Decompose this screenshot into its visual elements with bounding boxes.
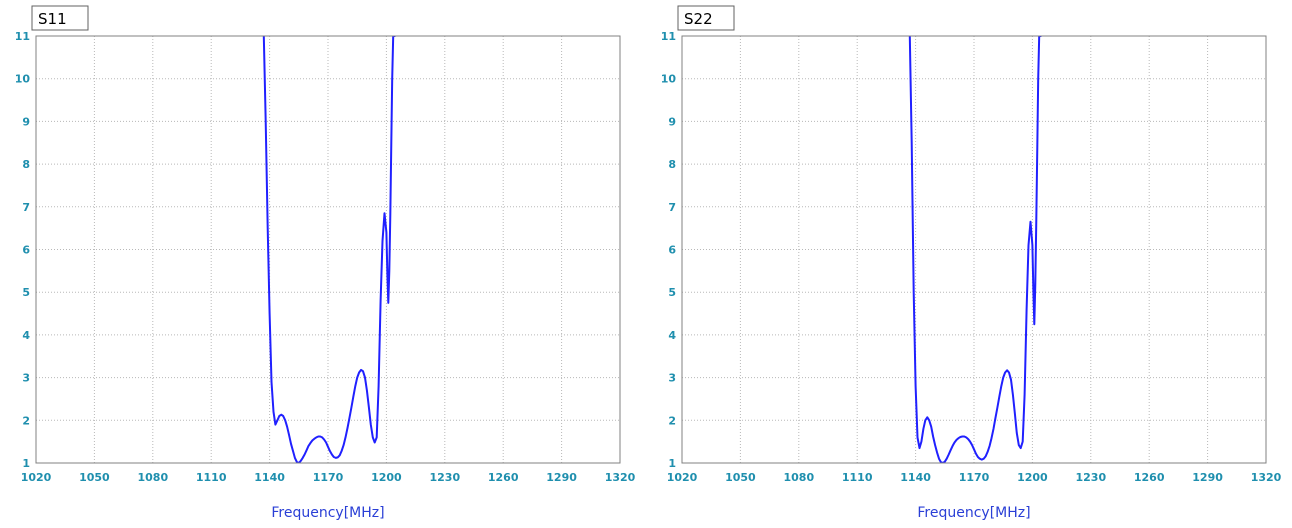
y-tick-label: 3: [668, 372, 676, 385]
y-tick-label: 10: [661, 73, 677, 86]
x-tick-label: 1260: [1134, 471, 1165, 484]
x-tick-label: 1230: [1075, 471, 1106, 484]
y-tick-label: 11: [661, 30, 676, 43]
y-tick-label: 5: [22, 286, 30, 299]
y-tick-label: 4: [668, 329, 676, 342]
chart-panel-s22: 1 2 3 4 5 6 7 8 9 10 11 1020 1050 1080 1110 1140 1170 120…: [646, 0, 1292, 528]
chart-title-box: S22: [677, 5, 735, 31]
y-tick-label: 7: [668, 201, 676, 214]
x-tick-label: 1080: [783, 471, 814, 484]
y-tick-label: 11: [15, 30, 30, 43]
chart-s11: 1 2 3 4 5 6 7 8 9 10 11 1020 1050 1080 1110 1140 1170 120…: [15, 5, 636, 521]
x-tick-label: 1080: [137, 471, 168, 484]
x-tick-label: 1110: [196, 471, 227, 484]
x-tick-label: 1050: [725, 471, 756, 484]
y-tick-label: 1: [668, 457, 676, 470]
y-tick-label: 8: [668, 158, 676, 171]
y-tick-label: 8: [22, 158, 30, 171]
x-tick-label: 1200: [1017, 471, 1048, 484]
plot-border: [35, 35, 621, 464]
x-tick-label: 1230: [429, 471, 460, 484]
chart-s22: 1 2 3 4 5 6 7 8 9 10 11 1020 1050 1080 1110 1140 1170 120…: [661, 5, 1282, 521]
x-tick-label: 1200: [371, 471, 402, 484]
y-tick-label: 6: [22, 244, 30, 257]
chart-title: S22: [684, 10, 713, 28]
series-line: [262, 36, 396, 463]
x-tick-label: 1320: [1251, 471, 1282, 484]
x-tick-label: 1050: [79, 471, 110, 484]
y-tick-label: 4: [22, 329, 30, 342]
grid: [682, 36, 1266, 463]
y-tick-label: 5: [668, 286, 676, 299]
y-tick-label: 1: [22, 457, 30, 470]
x-tick-label: 1260: [488, 471, 519, 484]
x-tick-label: 1290: [1192, 471, 1223, 484]
y-tick-label: 6: [668, 244, 676, 257]
chart-title-box: S11: [31, 5, 89, 31]
y-tick-label: 9: [668, 115, 676, 128]
x-tick-label: 1140: [900, 471, 931, 484]
x-tick-label: 1020: [667, 471, 698, 484]
plot-border: [681, 35, 1267, 464]
y-tick-label: 2: [668, 414, 676, 427]
x-tick-label: 1320: [605, 471, 636, 484]
x-tick-label: 1290: [546, 471, 577, 484]
x-tick-label: 1110: [842, 471, 873, 484]
x-axis-label: Frequency[MHz]: [917, 505, 1030, 521]
x-axis-label: Frequency[MHz]: [271, 505, 384, 521]
x-tick-label: 1020: [21, 471, 52, 484]
y-tick-label: 3: [22, 372, 30, 385]
x-tick-label: 1170: [313, 471, 344, 484]
y-tick-label: 2: [22, 414, 30, 427]
y-tick-label: 9: [22, 115, 30, 128]
y-tick-label: 10: [15, 73, 31, 86]
grid: [36, 36, 620, 463]
chart-panel-s11: 1 2 3 4 5 6 7 8 9 10 11 1020 1050 1080 1110 1140 1170 120…: [15, 5, 636, 521]
chart-title: S11: [38, 10, 67, 28]
y-tick-label: 7: [22, 201, 30, 214]
x-tick-label: 1170: [959, 471, 990, 484]
series-line: [908, 36, 1042, 463]
x-tick-label: 1140: [254, 471, 285, 484]
